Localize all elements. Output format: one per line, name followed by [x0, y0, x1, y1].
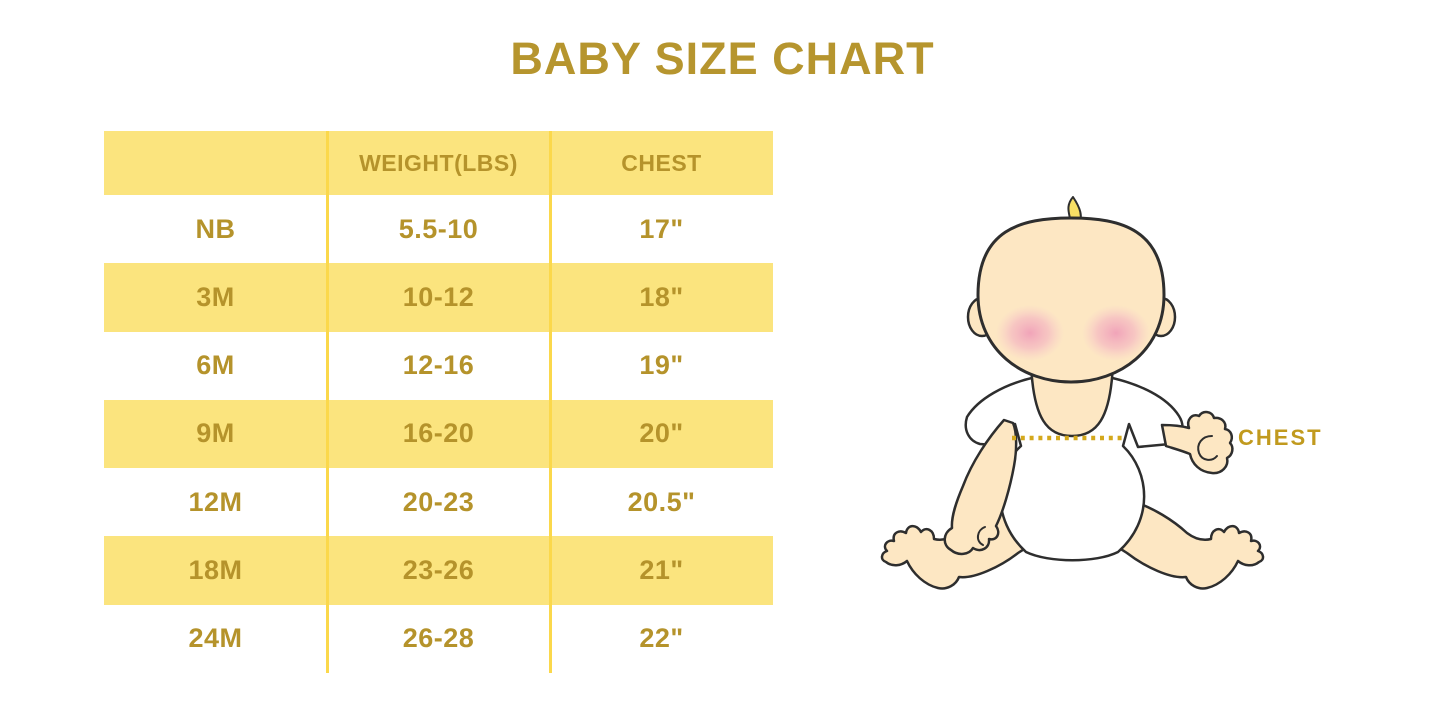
baby-illustration	[860, 180, 1340, 620]
cell-size: 6M	[196, 350, 235, 381]
size-table: WEIGHT(LBS) CHEST NB 5.5-10 17" 3M 10-12…	[104, 131, 773, 673]
table-row: 9M 16-20 20"	[104, 399, 773, 469]
table-header-row: WEIGHT(LBS) CHEST	[104, 131, 773, 195]
baby-blush-left	[996, 305, 1064, 361]
cell-weight: 5.5-10	[398, 213, 479, 244]
cell-size: 12M	[188, 486, 243, 517]
baby-left-fist-curl	[977, 526, 986, 546]
cell-chest: 19"	[639, 350, 684, 381]
table-row: 6M 12-16 19"	[104, 331, 773, 400]
cell-size: 18M	[188, 555, 243, 586]
table-column-separator	[549, 131, 552, 673]
table-column-separator	[326, 131, 329, 673]
table-row: 24M 26-28 22"	[104, 604, 773, 673]
cell-chest: 21"	[639, 555, 684, 586]
baby-onesie	[964, 375, 1184, 562]
baby-right-fist-curl	[1197, 435, 1218, 461]
cell-size: 3M	[196, 281, 235, 312]
cell-chest: 20"	[639, 418, 684, 449]
header-cell-weight: WEIGHT(LBS)	[359, 149, 518, 176]
cell-weight: 26-28	[402, 623, 475, 654]
cell-weight: 23-26	[402, 555, 475, 586]
table-row: 3M 10-12 18"	[104, 263, 773, 332]
cell-weight: 16-20	[402, 418, 475, 449]
chest-label: CHEST	[1238, 425, 1323, 450]
baby-blush-right	[1082, 305, 1150, 361]
baby-left-arm	[943, 418, 1018, 556]
table-row: NB 5.5-10 17"	[104, 195, 773, 264]
cell-weight: 12-16	[402, 350, 475, 381]
cell-chest: 20.5"	[627, 486, 696, 517]
baby-head	[976, 216, 1166, 384]
header-cell-chest: CHEST	[621, 149, 702, 176]
cell-weight: 10-12	[402, 281, 475, 312]
cell-weight: 20-23	[402, 486, 475, 517]
baby-illustration-svg	[880, 196, 1265, 590]
cell-chest: 17"	[639, 213, 684, 244]
page-title: BABY SIZE CHART	[510, 33, 935, 84]
cell-size: NB	[195, 213, 236, 244]
table-row: 12M 20-23 20.5"	[104, 468, 773, 537]
cell-chest: 18"	[639, 281, 684, 312]
cell-chest: 22"	[639, 623, 684, 654]
cell-size: 9M	[196, 418, 235, 449]
cell-size: 24M	[188, 623, 243, 654]
table-row: 18M 23-26 21"	[104, 536, 773, 605]
header-cell-size	[104, 131, 327, 195]
